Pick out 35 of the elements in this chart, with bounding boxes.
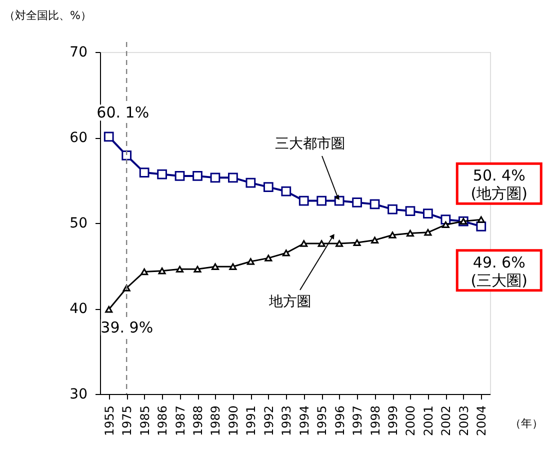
x-axis-title: （年） — [510, 417, 543, 430]
y-tick-label: 30 — [70, 386, 88, 402]
x-tick-label: 2004 — [474, 406, 489, 436]
x-tick-label: 1994 — [297, 406, 312, 436]
x-tick-label: 1992 — [262, 406, 276, 436]
x-tick-label: 2000 — [404, 406, 418, 436]
annotation: 60. 1% — [96, 104, 150, 122]
x-tick-label: 1990 — [226, 406, 240, 436]
x-tick-label: 1985 — [138, 406, 152, 436]
x-tick-label: 2002 — [439, 406, 454, 436]
y-axis-title: （対全国比、%） — [4, 9, 92, 22]
x-tick-label: 1991 — [244, 406, 258, 436]
x-tick-label: 1989 — [208, 406, 223, 436]
y-tick-label: 40 — [70, 301, 88, 317]
x-tick-label: 1999 — [386, 406, 400, 436]
annotation: 49. 6% (三大圏) — [470, 253, 528, 290]
x-tick-label: 1996 — [332, 406, 347, 436]
y-tick-label: 70 — [70, 44, 88, 60]
x-tick-label: 1998 — [368, 406, 382, 436]
text: 三大都市圏 — [275, 136, 345, 152]
annotation: 39. 9% — [100, 318, 154, 336]
x-tick-label: 1995 — [315, 406, 330, 436]
text: 地方圏 — [268, 294, 311, 310]
y-tick-label: 50 — [70, 216, 88, 232]
x-tick-label: 1975 — [120, 406, 134, 436]
x-tick-label: 1986 — [156, 406, 170, 436]
x-tick-label: 1997 — [350, 406, 365, 436]
x-tick-label: 1993 — [280, 406, 294, 436]
x-tick-label: 1988 — [191, 406, 205, 436]
x-tick-label: 2001 — [421, 406, 436, 436]
y-tick-label: 60 — [70, 130, 88, 146]
x-tick-label: 1955 — [102, 406, 116, 436]
annotation: 50. 4% (地方圏) — [470, 166, 528, 203]
x-tick-label: 1987 — [173, 406, 188, 436]
x-tick-label: 2003 — [456, 406, 471, 436]
